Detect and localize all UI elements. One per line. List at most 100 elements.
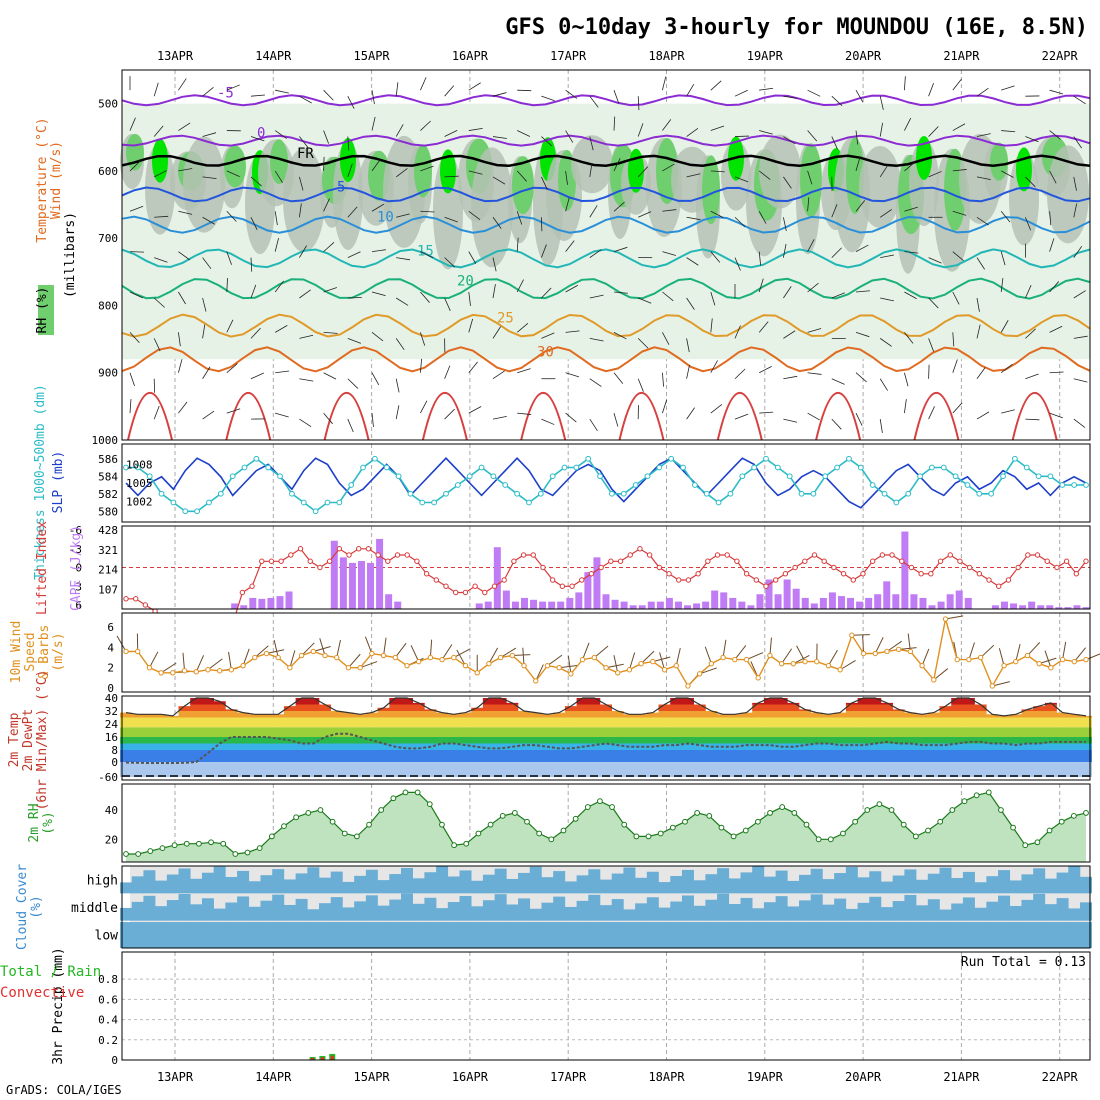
wind-barb xyxy=(444,297,451,311)
cloud-cell xyxy=(845,908,858,921)
cloud-cell xyxy=(904,922,917,948)
cloud-cell xyxy=(131,876,144,894)
wind-barb xyxy=(347,418,354,433)
wind-barb xyxy=(976,216,989,226)
cape-bar xyxy=(1037,605,1045,609)
wind-barb xyxy=(129,399,132,414)
cloud-cell xyxy=(166,874,179,894)
thickness-point xyxy=(300,499,307,506)
thickness-point xyxy=(289,490,295,497)
lifted-index-point xyxy=(317,564,323,571)
wind-barb xyxy=(855,331,870,338)
wind-barb xyxy=(1025,285,1032,299)
wind-barb xyxy=(1073,335,1088,339)
cape-bar xyxy=(285,591,293,609)
wind-barb xyxy=(541,244,547,258)
wind-barb xyxy=(1000,363,1013,374)
wind-barb xyxy=(178,168,193,172)
wind-barb xyxy=(831,247,842,258)
thickness-point xyxy=(727,490,734,497)
wind-barb xyxy=(275,325,288,333)
cape-bar xyxy=(511,601,519,609)
wind-barb xyxy=(783,217,787,232)
lifted-index-point xyxy=(996,583,1002,589)
wind-barb xyxy=(783,418,798,423)
wind-barb xyxy=(1025,328,1036,339)
bottom-date-label: 13APR xyxy=(157,1070,194,1084)
wind-barb xyxy=(154,215,169,218)
wind-speed-point xyxy=(755,675,761,681)
isotherm-35-arc xyxy=(421,391,468,441)
cape-bar xyxy=(955,590,963,609)
rh-high-region xyxy=(152,138,168,183)
rh-mid-region xyxy=(990,142,1008,181)
lifted-index-point xyxy=(142,602,149,608)
cloud-cell xyxy=(611,922,624,948)
wind-barb xyxy=(686,257,699,266)
cloud-cell xyxy=(377,880,390,894)
cloud-cell xyxy=(834,873,847,894)
wind-speed-point xyxy=(591,654,597,661)
thickness-point xyxy=(976,490,983,497)
thickness-point xyxy=(739,473,746,480)
panel-border xyxy=(121,865,1091,949)
rh-2m-point xyxy=(900,821,907,828)
cloud-cell xyxy=(1056,872,1069,894)
cloud-cell xyxy=(635,922,648,948)
cloud-cell xyxy=(190,878,203,894)
panel-background xyxy=(122,952,1090,1060)
wind-barb xyxy=(976,87,989,97)
cloud-cell xyxy=(916,922,929,948)
wind-barb xyxy=(1073,245,1083,258)
wind-barb-10m xyxy=(195,655,205,672)
rh-mid-region xyxy=(270,139,288,184)
cape-bar xyxy=(765,579,773,609)
temp-axis-label-1: 2m DewPt xyxy=(21,709,36,772)
cloud-cell xyxy=(400,922,413,948)
cape-bar xyxy=(756,594,764,609)
lifted-index-point xyxy=(899,558,905,564)
wind-speed-point xyxy=(778,660,785,667)
wind-barb xyxy=(371,116,376,131)
thickness-point xyxy=(454,482,461,488)
wind-barb xyxy=(274,170,283,183)
wind-barb xyxy=(129,160,141,172)
lifted-index-point xyxy=(957,558,963,564)
wind-speed-point xyxy=(205,667,211,673)
cloud-cell xyxy=(412,922,425,948)
isotherm-label: 10 xyxy=(377,210,394,226)
cape-bar xyxy=(629,605,637,609)
y-tick-label-temp: 40 xyxy=(105,692,118,705)
wind-barb xyxy=(299,289,311,299)
wind-barb xyxy=(952,123,966,131)
wind-barb xyxy=(1000,278,1004,293)
cloud-cell xyxy=(635,877,648,894)
cloud-cell xyxy=(365,895,378,921)
thickness-point xyxy=(964,482,971,488)
thickness-point xyxy=(526,499,532,506)
thickness-point xyxy=(253,455,260,462)
wind-speed-point xyxy=(263,650,270,657)
rh-2m-point xyxy=(584,804,591,810)
wind-barb xyxy=(976,257,985,270)
lifted-index-point xyxy=(1083,558,1089,564)
wind-barb xyxy=(976,367,986,379)
wind-barb xyxy=(807,412,820,421)
rh-legend-swatch xyxy=(38,285,54,335)
wind-barb xyxy=(613,291,628,294)
wind-speed-point xyxy=(814,658,820,665)
wind-barb xyxy=(299,136,309,148)
rh-2m-point xyxy=(353,833,360,840)
cloud-cell xyxy=(892,922,905,948)
isotherm-label: 20 xyxy=(457,274,474,290)
lifted-index-point xyxy=(627,552,633,558)
lifted-index-point xyxy=(375,552,381,558)
cape-bar xyxy=(774,594,782,609)
cloud-cell xyxy=(365,922,378,948)
thickness-point xyxy=(502,482,509,488)
lifted-index-point xyxy=(1073,571,1080,577)
cloud-cell xyxy=(389,922,402,948)
cloud-cell xyxy=(728,903,741,921)
wind-barb xyxy=(178,291,186,305)
rh-mid-region xyxy=(224,145,246,188)
